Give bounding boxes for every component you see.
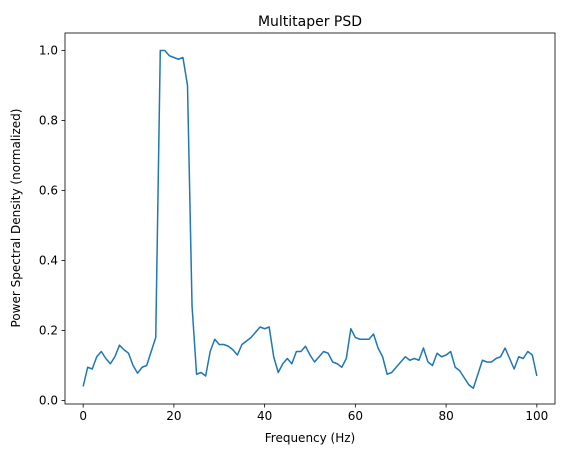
x-axis-label: Frequency (Hz) xyxy=(265,431,356,445)
x-tick-label: 40 xyxy=(257,409,272,423)
y-tick-label: 0.0 xyxy=(39,394,58,408)
x-tick-label: 60 xyxy=(348,409,363,423)
y-tick-label: 0.6 xyxy=(39,184,58,198)
chart-title: Multitaper PSD xyxy=(258,14,362,30)
y-axis-label: Power Spectral Density (normalized) xyxy=(9,109,23,328)
series-line-0 xyxy=(82,49,538,389)
y-tick-label: 0.8 xyxy=(39,114,58,128)
x-tick-label: 0 xyxy=(79,409,87,423)
y-tick-label: 0.2 xyxy=(39,324,58,338)
y-tick-label: 0.4 xyxy=(39,254,58,268)
plot-area: 0 20 40 60 80 100 0.0 0.2 0.4 0.6 0.8 1.0 xyxy=(39,32,556,423)
axes-frame xyxy=(64,32,556,405)
x-tick-label: 100 xyxy=(525,409,548,423)
x-tick-label: 20 xyxy=(166,409,181,423)
y-tick-label: 1.0 xyxy=(39,44,58,58)
x-tick-label: 80 xyxy=(438,409,453,423)
